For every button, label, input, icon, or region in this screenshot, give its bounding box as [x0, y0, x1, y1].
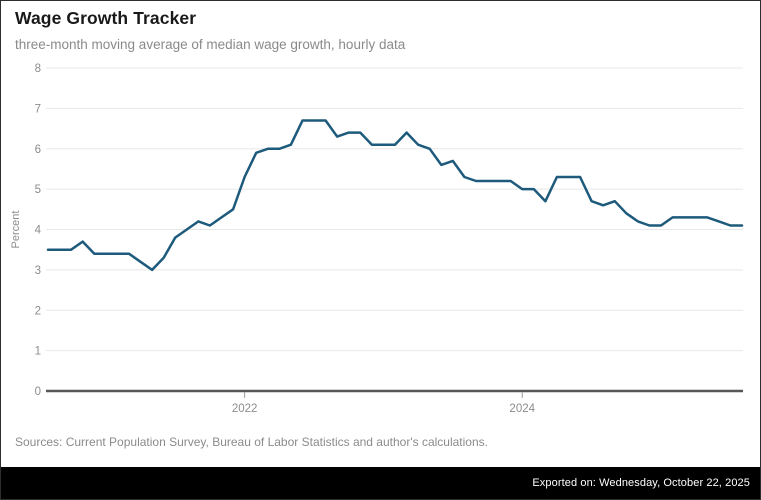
y-tick-label: 3: [35, 265, 41, 277]
y-tick-label: 1: [35, 346, 41, 358]
wage-growth-chart-svg: 0 1 2 3 4 5 6 7 8 2022 2024 Percent: [10, 63, 744, 415]
y-tick-label: 2: [35, 305, 41, 317]
chart-subtitle: three-month moving average of median wag…: [15, 37, 406, 52]
y-axis-title: Percent: [10, 211, 22, 249]
y-tick-label: 5: [35, 184, 41, 196]
export-footer-bar: Exported on: Wednesday, October 22, 2025: [1, 467, 760, 499]
x-tick-label: 2022: [232, 403, 258, 415]
y-tick-label: 7: [35, 103, 41, 115]
page-title: Wage Growth Tracker: [15, 8, 197, 28]
y-tick-label: 0: [35, 386, 41, 398]
x-tick-label: 2024: [509, 403, 535, 415]
exported-on-text: Exported on: Wednesday, October 22, 2025: [532, 477, 750, 489]
y-tick-label: 8: [35, 63, 41, 75]
y-tick-label: 6: [35, 144, 41, 156]
source-note: Sources: Current Population Survey, Bure…: [15, 435, 488, 449]
line-chart: 0 1 2 3 4 5 6 7 8 2022 2024 Percent: [1, 1, 760, 463]
y-tick-label: 4: [35, 225, 42, 237]
wage-growth-line: [46, 119, 744, 272]
